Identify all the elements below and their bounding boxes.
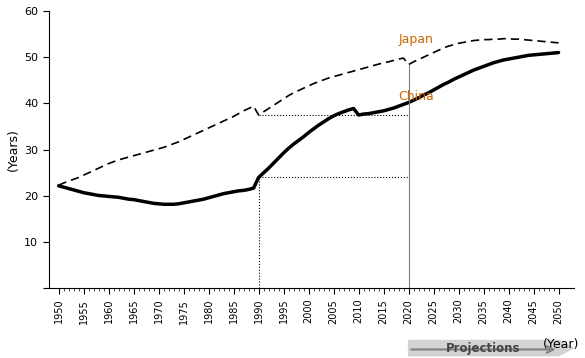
- Y-axis label: (Years): (Years): [7, 128, 20, 171]
- Text: China: China: [398, 90, 434, 103]
- FancyArrow shape: [408, 340, 573, 356]
- Text: Projections: Projections: [446, 342, 521, 354]
- Text: (Year): (Year): [542, 338, 579, 352]
- Text: Japan: Japan: [398, 33, 433, 46]
